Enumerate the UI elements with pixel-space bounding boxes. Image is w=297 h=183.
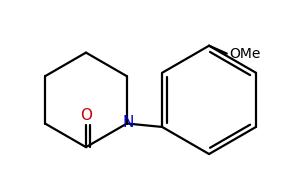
Text: N: N <box>122 115 134 130</box>
Text: OMe: OMe <box>229 47 260 61</box>
Text: O: O <box>80 108 92 123</box>
